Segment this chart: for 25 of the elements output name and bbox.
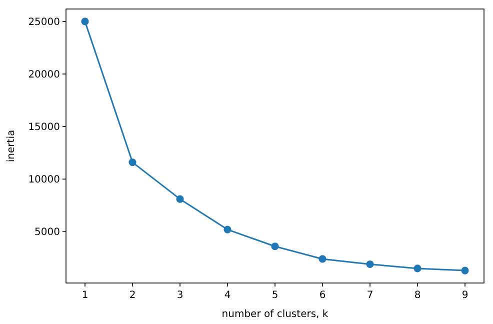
y-tick-label: 10000 xyxy=(28,174,60,186)
point xyxy=(414,264,422,272)
x-tick-label: 3 xyxy=(176,290,184,301)
point xyxy=(366,260,374,268)
point xyxy=(224,226,232,234)
x-tick-label: 9 xyxy=(462,290,468,301)
y-tick-label: 15000 xyxy=(28,122,60,134)
x-tick-label: 1 xyxy=(82,290,88,301)
y-tick-label: 25000 xyxy=(28,16,60,28)
y-tick-label: 5000 xyxy=(34,227,60,238)
y-tick-label: 20000 xyxy=(28,70,60,81)
point xyxy=(128,158,136,166)
y-axis-title: inertia xyxy=(6,130,17,162)
point xyxy=(81,18,89,26)
point xyxy=(271,242,279,250)
x-tick-label: 4 xyxy=(224,290,231,301)
point xyxy=(318,255,326,263)
x-tick-label: 7 xyxy=(366,290,374,301)
x-axis-title: number of clusters, k xyxy=(222,309,328,320)
point xyxy=(461,266,469,274)
x-tick-label: 2 xyxy=(129,290,136,301)
x-tick-label: 8 xyxy=(414,290,421,301)
x-tick-label: 5 xyxy=(272,290,278,301)
point xyxy=(176,195,184,203)
x-tick-label: 6 xyxy=(319,290,326,301)
